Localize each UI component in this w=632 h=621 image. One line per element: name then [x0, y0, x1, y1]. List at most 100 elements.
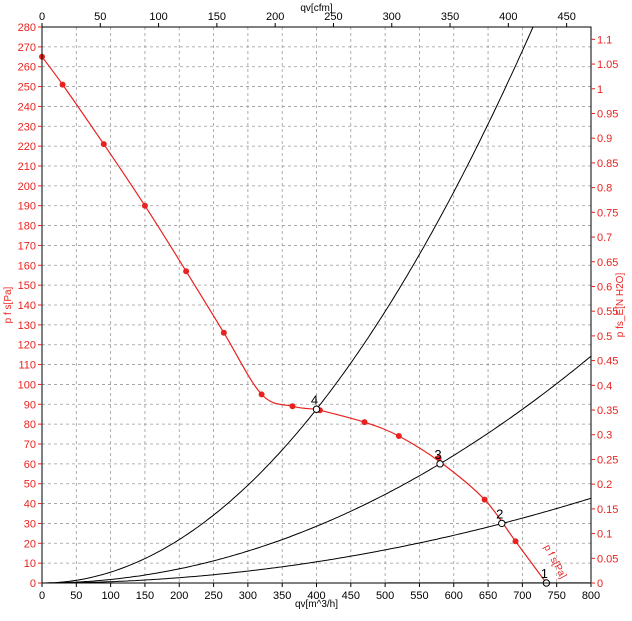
y-left-axis-title: p f s[Pa]: [3, 286, 14, 323]
y-right-tick-label: 1: [597, 84, 603, 96]
x-top-tick-label: 200: [266, 11, 284, 23]
x-top-axis-title: qv[cfm]: [300, 3, 332, 14]
y-right-tick-label: 0.8: [597, 183, 612, 195]
fan-curve-marker: [259, 392, 264, 397]
x-bottom-tick-label: 500: [376, 590, 394, 602]
y-left-tick-label: 60: [24, 459, 36, 471]
y-right-tick-label: 1.05: [597, 59, 618, 71]
y-right-tick-label: 0: [597, 578, 603, 590]
x-bottom-tick-label: 700: [513, 590, 531, 602]
y-right-tick-label: 0.35: [597, 405, 618, 417]
x-bottom-tick-label: 550: [410, 590, 428, 602]
y-left-tick-label: 240: [18, 101, 36, 113]
y-left-tick-label: 100: [18, 379, 36, 391]
y-left-tick-label: 190: [18, 201, 36, 213]
y-right-axis-title: p fs_E[N H2O]: [615, 273, 626, 338]
fan-curve-marker: [362, 420, 367, 425]
x-bottom-tick-label: 250: [204, 590, 222, 602]
x-bottom-tick-label: 750: [548, 590, 566, 602]
fan-curve-marker: [142, 203, 147, 208]
y-right-tick-label: 0.85: [597, 158, 618, 170]
y-left-tick-label: 90: [24, 399, 36, 411]
y-left-tick-label: 250: [18, 82, 36, 94]
y-right-tick-label: 0.15: [597, 504, 618, 516]
operating-point-label-1: 1: [541, 566, 548, 581]
y-left-tick-label: 260: [18, 62, 36, 74]
operating-point-label-4: 4: [311, 392, 318, 407]
x-top-tick-label: 150: [208, 11, 226, 23]
x-bottom-tick-label: 150: [136, 590, 154, 602]
y-right-tick-label: 0.25: [597, 454, 618, 466]
curves: [39, 27, 591, 586]
y-left-tick-label: 30: [24, 518, 36, 530]
y-right-tick-label: 0.1: [597, 529, 612, 541]
x-top-tick-label: 450: [557, 11, 575, 23]
y-left-tick-label: 230: [18, 121, 36, 133]
y-right-tick-label: 0.75: [597, 207, 618, 219]
grid: [42, 27, 591, 583]
fan-curve-marker: [60, 82, 65, 87]
fan-curve-marker: [221, 330, 226, 335]
y-left-tick-label: 120: [18, 340, 36, 352]
system-curve-3: [42, 356, 591, 583]
y-right-tick-label: 0.4: [597, 380, 612, 392]
y-right-tick-label: 0.95: [597, 108, 618, 120]
x-top-tick-label: 100: [149, 11, 167, 23]
y-left-tick-label: 210: [18, 161, 36, 173]
fan-curve-marker: [396, 433, 401, 438]
x-bottom-tick-label: 100: [101, 590, 119, 602]
x-bottom-tick-label: 650: [479, 590, 497, 602]
operating-point-label-3: 3: [434, 447, 441, 462]
fan-curve-marker: [482, 497, 487, 502]
y-right-tick-label: 0.3: [597, 430, 612, 442]
y-left-tick-label: 20: [24, 538, 36, 550]
y-left-tick-label: 50: [24, 479, 36, 491]
fan-curve: [42, 57, 546, 583]
y-left-tick-label: 40: [24, 499, 36, 511]
x-top-tick-label: 400: [499, 11, 517, 23]
y-left-tick-label: 140: [18, 300, 36, 312]
y-left-tick-label: 270: [18, 42, 36, 54]
y-left-tick-label: 70: [24, 439, 36, 451]
fan-curve-marker: [513, 539, 518, 544]
y-right-tick-label: 0.2: [597, 479, 612, 491]
x-bottom-tick-label: 600: [445, 590, 463, 602]
y-left-tick-label: 0: [30, 578, 36, 590]
y-left-tick-label: 220: [18, 141, 36, 153]
x-top-tick-label: 50: [94, 11, 106, 23]
x-bottom-tick-label: 800: [582, 590, 600, 602]
y-left-tick-label: 10: [24, 558, 36, 570]
x-bottom-tick-label: 450: [342, 590, 360, 602]
system-curve-2: [42, 498, 591, 583]
x-bottom-tick-label: 0: [39, 590, 45, 602]
fan-curve-marker: [184, 269, 189, 274]
y-right-tick-label: 0.7: [597, 232, 612, 244]
x-bottom-tick-label: 200: [170, 590, 188, 602]
x-top-tick-label: 300: [383, 11, 401, 23]
y-left-tick-label: 170: [18, 240, 36, 252]
operating-point-label-2: 2: [496, 506, 503, 521]
x-bottom-tick-label: 50: [70, 590, 82, 602]
y-right-tick-label: 0.9: [597, 133, 612, 145]
y-right-tick-label: 0.6: [597, 281, 612, 293]
y-left-tick-label: 280: [18, 22, 36, 34]
fan-curve-marker: [101, 142, 106, 147]
x-top-tick-label: 0: [39, 11, 45, 23]
y-right-tick-label: 0.5: [597, 331, 612, 343]
y-right-tick-label: 0.65: [597, 257, 618, 269]
x-bottom-tick-label: 300: [239, 590, 257, 602]
y-left-tick-label: 160: [18, 260, 36, 272]
fan-curve-marker: [290, 404, 295, 409]
x-top-tick-label: 350: [441, 11, 459, 23]
y-right-tick-label: 0.45: [597, 356, 618, 368]
y-left-tick-label: 130: [18, 320, 36, 332]
y-left-tick-label: 80: [24, 419, 36, 431]
x-bottom-tick-label: 350: [273, 590, 291, 602]
y-left-tick-label: 180: [18, 221, 36, 233]
x-bottom-axis-title: qv[m^3/h]: [295, 599, 338, 610]
y-right-tick-label: 1.1: [597, 34, 612, 46]
